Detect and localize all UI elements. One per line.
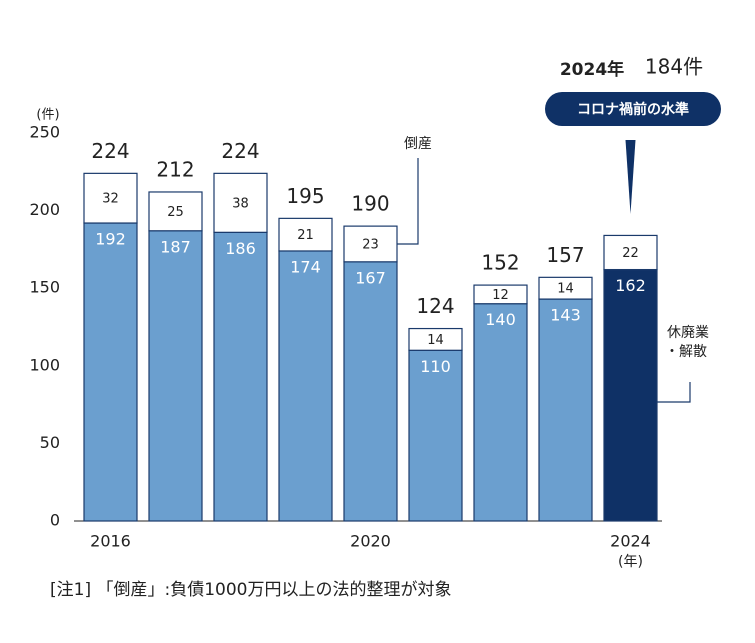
- bar-bankruptcy-2017: [148, 191, 203, 232]
- label-bankruptcy-2019: 21: [297, 228, 314, 243]
- legend-closure-leader: [657, 382, 691, 403]
- bar-bankruptcy-2016: [83, 172, 138, 224]
- bar-bankruptcy-2018: [213, 172, 268, 233]
- label-total-2016: 224: [91, 139, 129, 163]
- label-closure-2024: 162: [615, 276, 646, 295]
- y-tick-label-100: 100: [29, 355, 60, 374]
- label-bankruptcy-2024: 22: [622, 246, 639, 261]
- legend-closure-label-1: 休廃業: [667, 324, 709, 341]
- bar-closure-2019: [278, 250, 333, 522]
- bar-closure-2022: [473, 303, 528, 522]
- y-tick-label-0: 0: [50, 511, 60, 530]
- label-total-2021: 124: [416, 294, 454, 318]
- bar-closure-2018: [213, 231, 268, 522]
- label-closure-2022: 140: [485, 310, 516, 329]
- callout-year-label: 2024年: [560, 59, 624, 80]
- x-tick-label-2024: 2024: [610, 532, 651, 551]
- label-closure-2016: 192: [95, 230, 126, 249]
- label-bankruptcy-2023: 14: [557, 282, 574, 297]
- label-total-2022: 152: [481, 251, 519, 275]
- label-bankruptcy-2022: 12: [492, 288, 509, 303]
- legend-bankruptcy-label: 倒産: [404, 136, 432, 152]
- bar-bankruptcy-2021: [408, 327, 463, 351]
- label-total-2019: 195: [286, 184, 324, 208]
- callout-pointer: [625, 140, 636, 214]
- bar-closure-2023: [538, 298, 593, 522]
- bar-closure-2020: [343, 261, 398, 522]
- label-bankruptcy-2020: 23: [362, 237, 379, 252]
- callout-badge: [545, 92, 721, 126]
- callout-badge-label: コロナ禍前の水準: [577, 101, 689, 118]
- y-tick-label-250: 250: [29, 123, 60, 142]
- bar-bankruptcy-2023: [538, 276, 593, 300]
- label-bankruptcy-2018: 38: [232, 196, 249, 211]
- label-bankruptcy-2021: 14: [427, 333, 444, 348]
- label-bankruptcy-2017: 25: [167, 205, 184, 220]
- bar-closure-2021: [408, 349, 463, 522]
- bar-closure-2017: [148, 230, 203, 522]
- label-closure-2019: 174: [290, 257, 321, 276]
- bar-bankruptcy-2024: [603, 234, 658, 271]
- y-axis-unit: (件): [36, 108, 59, 123]
- footnote: [注1] 「倒産」:負債1000万円以上の法的整理が対象: [50, 580, 452, 600]
- bar-bankruptcy-2022: [473, 284, 528, 305]
- label-closure-2017: 187: [160, 237, 191, 256]
- legend-bankruptcy-leader: [397, 158, 419, 245]
- bar-bankruptcy-2019: [278, 217, 333, 252]
- callout-value-label: 184件: [645, 55, 703, 79]
- x-tick-label-2016: 2016: [90, 532, 131, 551]
- label-total-2017: 212: [156, 157, 194, 181]
- label-total-2018: 224: [221, 139, 259, 163]
- y-tick-label-50: 50: [40, 433, 60, 452]
- y-tick-label-200: 200: [29, 200, 60, 219]
- bar-closure-2024: [603, 268, 658, 522]
- label-closure-2021: 110: [420, 357, 451, 376]
- label-total-2020: 190: [351, 192, 389, 216]
- label-closure-2023: 143: [550, 306, 581, 325]
- label-closure-2020: 167: [355, 268, 386, 287]
- x-tick-label-2020: 2020: [350, 532, 391, 551]
- legend-closure-label-2: ・解散: [665, 344, 707, 360]
- y-tick-label-150: 150: [29, 278, 60, 297]
- label-total-2023: 157: [546, 243, 584, 267]
- x-axis-unit: (年): [618, 554, 643, 570]
- label-closure-2018: 186: [225, 239, 256, 258]
- bar-closure-2016: [83, 222, 138, 522]
- label-bankruptcy-2016: 32: [102, 192, 119, 207]
